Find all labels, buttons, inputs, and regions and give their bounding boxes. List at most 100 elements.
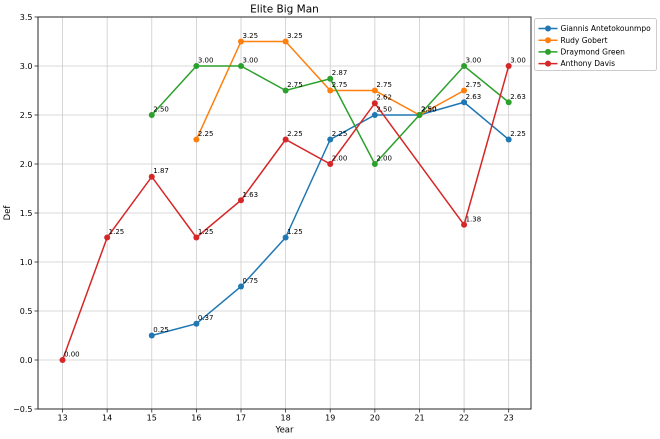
legend-box	[534, 18, 657, 71]
point-label: 1.87	[153, 167, 169, 175]
legend-item: Anthony Davis	[538, 59, 616, 68]
data-point	[461, 87, 468, 94]
data-point	[282, 234, 289, 241]
legend-label: Giannis Antetokounmpo	[561, 24, 652, 33]
legend-label: Draymond Green	[561, 48, 626, 57]
point-label: 2.63	[466, 93, 482, 101]
y-tick-label: 0.5	[20, 307, 33, 316]
point-label: 3.25	[287, 32, 303, 40]
point-label: 2.75	[287, 81, 303, 89]
point-label: 1.25	[109, 228, 125, 236]
y-tick-label: −0.5	[13, 405, 32, 414]
point-label: 2.00	[376, 155, 392, 163]
data-point	[282, 136, 289, 143]
point-label: 2.75	[332, 81, 348, 89]
point-label: 2.25	[332, 130, 348, 138]
point-label: 1.25	[198, 228, 214, 236]
x-tick-label: 16	[191, 414, 201, 423]
point-label: 2.50	[376, 106, 392, 114]
y-tick-label: 2.0	[20, 160, 33, 169]
point-label: 2.50	[421, 106, 437, 114]
legend-marker	[545, 37, 551, 44]
data-point	[238, 38, 244, 45]
legend-marker	[545, 60, 551, 67]
point-label: 2.63	[510, 93, 526, 101]
grid-lines	[38, 16, 531, 410]
data-point	[193, 136, 200, 143]
data-point	[327, 87, 334, 94]
data-series	[59, 38, 512, 363]
data-point	[148, 112, 155, 118]
point-label: 2.62	[376, 94, 392, 102]
point-label: 3.00	[466, 57, 482, 65]
point-label: 2.25	[198, 130, 214, 138]
data-point	[371, 87, 378, 94]
y-tick-label: 0.0	[20, 356, 33, 365]
data-point	[238, 63, 244, 69]
point-label: 2.25	[287, 130, 303, 138]
x-tick-label: 14	[102, 414, 112, 423]
data-point	[282, 87, 289, 94]
y-axis-label: Def	[3, 205, 13, 221]
data-point	[193, 320, 200, 327]
point-label: 0.25	[153, 326, 169, 334]
x-axis-label: Year	[275, 426, 295, 436]
point-label: 1.25	[287, 228, 303, 236]
point-labels: 0.25 0.37 0.75 1.25 2.25 2.50 2.50 2.63 2.25 2.25…	[64, 32, 526, 359]
x-tick-label: 23	[504, 414, 514, 423]
x-tick-label: 22	[459, 414, 469, 423]
data-point	[104, 234, 111, 241]
point-label: 1.38	[466, 215, 482, 223]
y-tick-label: 2.5	[20, 111, 33, 120]
legend: Giannis Antetokounmpo Rudy Gobert Draymond…	[534, 18, 657, 71]
point-label: 3.00	[198, 57, 214, 65]
point-label: 2.50	[153, 106, 169, 114]
point-label: 2.00	[332, 155, 348, 163]
data-point	[371, 161, 378, 167]
point-label: 0.75	[243, 277, 259, 285]
point-label: 3.25	[243, 32, 259, 40]
point-label: 2.50	[421, 106, 437, 114]
data-point	[416, 112, 423, 118]
data-point	[461, 221, 468, 228]
legend-label: Rudy Gobert	[561, 36, 608, 45]
point-label: 2.75	[466, 81, 482, 89]
point-label: 3.00	[243, 57, 259, 65]
data-point	[461, 99, 468, 106]
data-point	[371, 100, 378, 107]
data-point	[505, 63, 512, 69]
data-point	[282, 38, 289, 45]
point-label: 2.50	[421, 106, 437, 114]
data-point	[505, 99, 512, 106]
data-point	[461, 63, 468, 69]
data-point	[327, 136, 334, 143]
legend-item: Rudy Gobert	[538, 36, 608, 45]
data-point	[238, 283, 244, 290]
point-label: 2.87	[332, 69, 348, 77]
data-point	[193, 234, 200, 241]
x-tick-label: 13	[57, 414, 67, 423]
legend-marker	[545, 48, 551, 55]
x-tick-label: 17	[236, 414, 246, 423]
data-point	[327, 161, 334, 167]
x-tick-label: 15	[147, 414, 157, 423]
axes: 13 14 15 16 17 18 19 20 21 22 23 −0.5 0.0 0.5 1.0 1.5 2.…	[13, 13, 532, 423]
point-label: 0.37	[198, 314, 214, 322]
y-tick-label: 3.0	[20, 62, 33, 71]
x-tick-label: 19	[325, 414, 335, 423]
legend-item: Draymond Green	[538, 48, 626, 57]
data-point	[193, 63, 200, 69]
x-tick-label: 21	[414, 414, 424, 423]
y-tick-label: 3.5	[20, 13, 33, 22]
data-point	[148, 332, 155, 339]
legend-label: Anthony Davis	[561, 59, 616, 68]
point-label: 1.63	[243, 191, 259, 199]
point-label: 2.75	[376, 81, 392, 89]
x-tick-label: 20	[370, 414, 380, 423]
point-label: 0.00	[64, 351, 80, 359]
chart-title: Elite Big Man	[250, 4, 319, 16]
x-tick-label: 18	[281, 414, 291, 423]
data-point	[505, 136, 512, 143]
